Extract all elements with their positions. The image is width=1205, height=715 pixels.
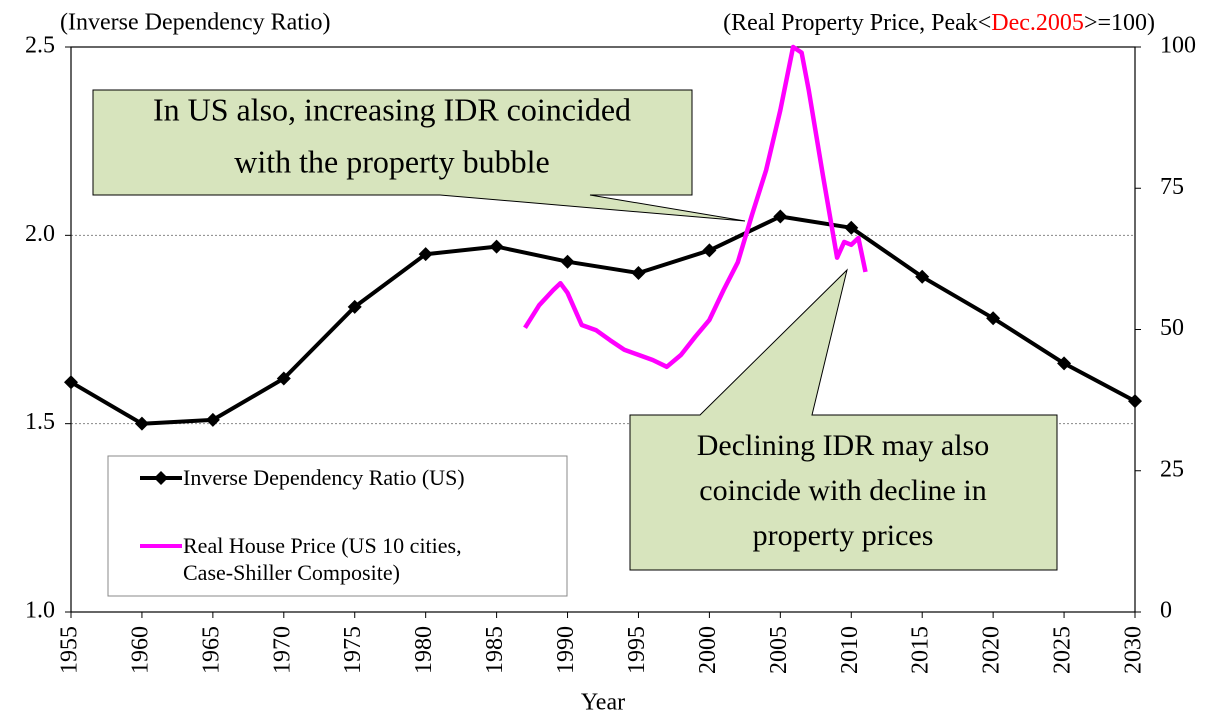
x-tick-label: 2030 [1121,626,1147,674]
x-tick-label: 2020 [979,626,1005,674]
marker [702,243,717,258]
x-tick-label: 2015 [908,626,934,674]
y2-tick-label: 50 [1160,315,1184,341]
ticks: 1.0 1.5 2.0 2.5 0 25 50 75 100 1955 1960 1965 1970 19… [25,33,1196,675]
legend-label: Inverse Dependency Ratio (US) [183,465,465,490]
x-tick-label: 1990 [553,626,579,674]
y-axis-title: (Inverse Dependency Ratio) [60,10,331,36]
legend-box [107,455,568,597]
y-tick-label: 1.5 [25,409,55,435]
marker [915,269,930,284]
x-tick-label: 1970 [269,626,295,674]
annotation-text: Declining IDR may also [697,429,989,462]
y2-title-highlight: Dec.2005 [991,10,1084,36]
marker [844,220,859,235]
annotations: In US also, increasing IDR coincided with… [92,89,1058,571]
y2-tick-label: 75 [1160,174,1184,200]
x-tick-label: 1975 [340,626,366,674]
callout-box [629,268,1058,571]
marker [64,375,78,390]
y2-title-prefix: (Real Property Price, Peak< [723,10,991,36]
marker [347,299,362,314]
legend-label: Real House Price (US 10 cities, Case-Shi… [183,533,462,585]
x-tick-label: 1960 [127,626,153,674]
marker [986,311,1001,326]
x-axis-title: Year [581,690,625,715]
marker [1128,394,1142,409]
x-tick-label: 2000 [695,626,721,674]
legend-marker [154,471,168,485]
marker [205,412,220,427]
marker [418,247,433,262]
marker [773,209,788,224]
series-line [523,44,868,370]
y2-tick-label: 0 [1160,598,1172,624]
legend [140,471,182,548]
x-tick-label: 1955 [57,626,83,674]
y2-title-suffix: >=100) [1084,10,1155,36]
x-tick-label: 1980 [411,626,437,674]
x-tick-label: 2005 [766,626,792,674]
marker [489,239,504,254]
marker [276,371,291,386]
marker [1057,356,1072,371]
annotation-text: In US also, increasing IDR coincided [153,91,631,127]
callout-box [92,89,746,222]
annotation-text: coincide with decline in [699,474,986,507]
x-tick-label: 1965 [198,626,224,674]
annotation-text: with the property bubble [234,143,549,179]
x-tick-label: 2010 [837,626,863,674]
annotation-text: property prices [753,519,934,552]
x-tick-label: 1995 [624,626,650,674]
y2-axis-title: (Real Property Price, Peak<Dec.2005>=100… [723,10,1155,36]
marker [134,416,149,431]
marker [560,254,575,269]
y-tick-label: 2.5 [25,33,55,59]
y2-tick-label: 25 [1160,456,1184,482]
y2-tick-label: 100 [1160,33,1196,59]
marker [631,266,646,280]
marks [64,44,1142,431]
y-tick-label: 1.0 [25,598,55,624]
series-line [69,214,1136,426]
y-tick-label: 2.0 [25,221,55,247]
x-tick-label: 2025 [1050,626,1076,674]
x-tick-label: 1985 [482,626,508,674]
